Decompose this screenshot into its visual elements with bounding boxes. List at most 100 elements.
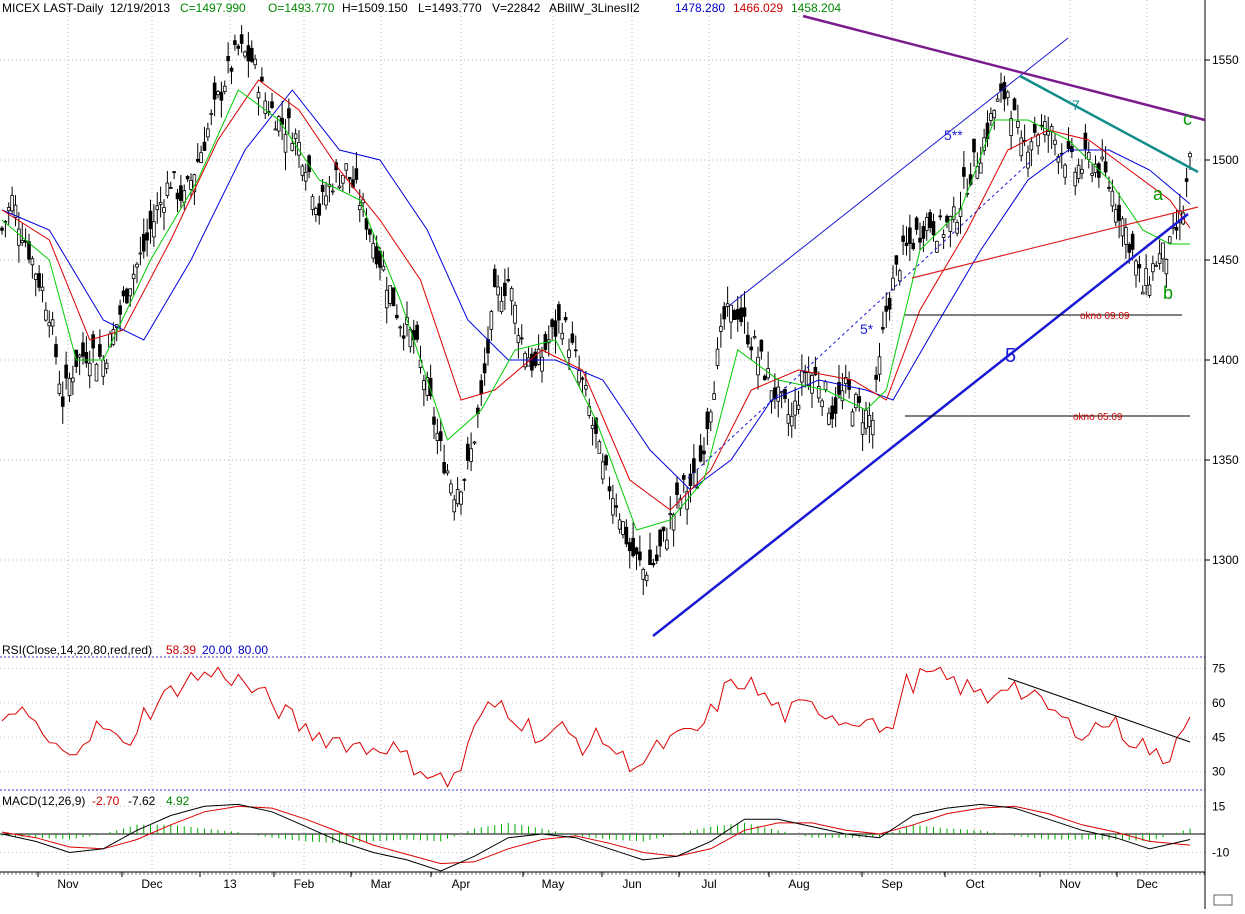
wave-label-b: b: [1163, 283, 1173, 303]
candle-body: [911, 242, 916, 250]
candle-body: [303, 172, 308, 182]
candle-body: [337, 185, 342, 189]
purple-resistance-line: [802, 14, 1206, 122]
wave-label-c: c: [1183, 109, 1192, 129]
scroll-corner-box[interactable]: [1213, 894, 1233, 906]
candle-body: [459, 491, 463, 505]
candle-body: [1120, 218, 1125, 237]
candle-body: [617, 519, 622, 530]
candle-body: [553, 320, 558, 337]
candle-body: [472, 441, 477, 444]
candle-body: [1151, 263, 1155, 273]
candle-body: [627, 542, 632, 552]
candle-body: [1113, 209, 1118, 223]
candle-body: [671, 514, 676, 531]
candle-body: [1053, 139, 1057, 145]
candle-body: [820, 400, 824, 408]
candle-body: [17, 228, 21, 246]
candle-body: [813, 366, 818, 376]
dashed-projection-line: [687, 159, 1033, 479]
rsi-trend-line: [1007, 677, 1191, 743]
candle-body: [165, 182, 170, 196]
candle-body: [44, 309, 48, 321]
candle-body: [233, 40, 237, 45]
candle-body: [1127, 243, 1132, 253]
candle-body: [742, 307, 747, 317]
month-label: Oct: [966, 877, 985, 891]
candle-body: [789, 415, 794, 427]
candle-body: [563, 316, 568, 321]
candle-body: [1073, 171, 1078, 187]
candle-body: [91, 334, 95, 349]
candle-body: [499, 300, 504, 313]
candle-body: [479, 380, 484, 395]
candle-body: [860, 422, 865, 435]
candle-body: [216, 91, 220, 96]
candle-body: [897, 270, 902, 282]
candle-body: [10, 195, 14, 212]
header-ind-v2: 1466.029: [733, 1, 783, 15]
candle-body: [698, 445, 703, 462]
header-ind-v3: 1458.204: [791, 1, 841, 15]
candle-body: [793, 400, 797, 416]
candle-body: [935, 240, 939, 253]
candle-body: [249, 47, 254, 62]
candle-body: [398, 326, 403, 329]
candle-body: [1002, 82, 1007, 100]
candle-body: [708, 411, 713, 423]
candle-body: [354, 168, 359, 180]
candles-layer: [0, 25, 1192, 596]
rsi-line: [1, 666, 1191, 788]
candle-body: [138, 252, 143, 255]
candle-body: [1090, 172, 1094, 176]
candle-body: [1184, 178, 1189, 182]
candle-body: [560, 332, 565, 340]
candle-body: [438, 431, 443, 442]
candle-body: [206, 128, 210, 138]
candle-body: [597, 441, 602, 454]
candle-body: [702, 450, 706, 455]
candle-body: [442, 462, 446, 474]
candle-body: [830, 405, 835, 420]
candle-body: [1157, 253, 1162, 264]
month-label: 13: [223, 877, 237, 891]
month-label: Aug: [788, 877, 809, 891]
candle-body: [239, 34, 244, 44]
candle-body: [762, 375, 767, 381]
candle-body: [172, 171, 176, 174]
candle-body: [81, 342, 85, 357]
candle-body: [199, 152, 203, 164]
rsi-tick-label: 30: [1212, 765, 1226, 779]
candle-body: [445, 470, 450, 474]
candle-body: [128, 288, 133, 297]
candle-body: [1100, 156, 1105, 160]
candle-body: [516, 335, 521, 343]
candle-body: [624, 526, 629, 545]
candle-body: [746, 334, 750, 345]
candle-body: [77, 354, 82, 358]
candle-body: [614, 505, 619, 508]
candle-body: [6, 207, 11, 212]
candle-body: [621, 521, 625, 535]
main-uptrend-line: [652, 213, 1189, 637]
candle-body: [557, 304, 561, 321]
candle-body: [293, 133, 298, 139]
candle-body: [786, 414, 791, 424]
candle-body: [749, 346, 754, 351]
candle-body: [577, 370, 581, 383]
candle-body: [611, 498, 615, 516]
candle-body: [837, 381, 841, 395]
candle-body: [908, 227, 912, 244]
header-close: C=1497.990: [180, 1, 246, 15]
candle-body: [992, 109, 997, 119]
candle-body: [1005, 91, 1010, 99]
candle-body: [881, 327, 885, 330]
candle-body: [432, 416, 436, 425]
candle-body: [37, 273, 41, 288]
rsi-tick-label: 60: [1212, 696, 1226, 710]
candle-body: [604, 455, 608, 466]
candle-body: [843, 377, 848, 384]
candle-body: [732, 310, 737, 320]
candle-body: [84, 352, 89, 364]
